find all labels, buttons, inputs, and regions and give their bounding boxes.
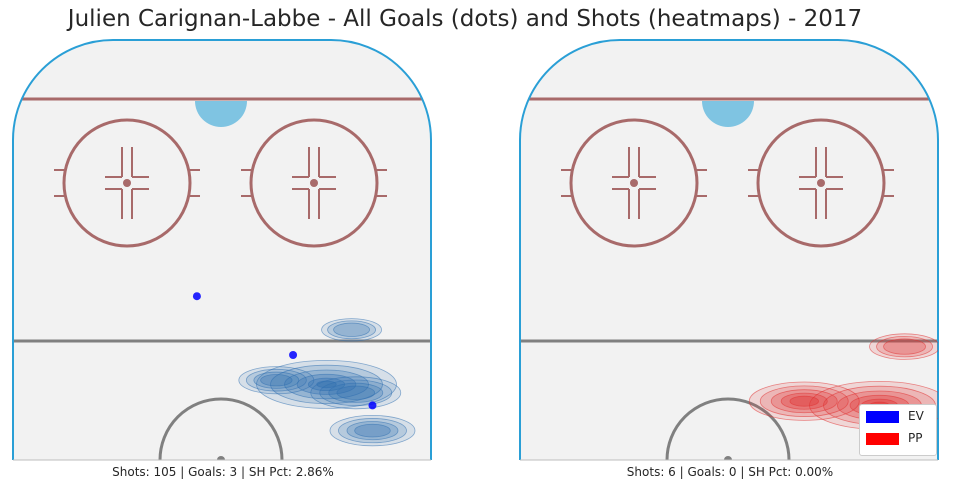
heat-contour [260, 374, 293, 387]
left-panel-caption: Shots: 105 | Goals: 3 | SH Pct: 2.86% [112, 465, 334, 479]
goal-dot [192, 292, 201, 301]
boards [519, 39, 939, 460]
faceoff-dot [630, 179, 638, 187]
faceoff-dot [310, 179, 318, 187]
right-rink-panel [519, 39, 939, 461]
legend-label-ev: EV [908, 409, 924, 423]
shot-heat-blob [869, 333, 938, 360]
heat-contour [327, 320, 376, 340]
heat-contour [869, 333, 938, 360]
center-circle [665, 397, 791, 460]
goal-crease [195, 101, 247, 127]
rink-markings [520, 97, 938, 460]
shot-heat-blob [329, 414, 416, 447]
center-dot [724, 456, 732, 460]
faceoff-ring [249, 118, 379, 248]
goal-dot [368, 401, 377, 410]
heat-contour [883, 338, 926, 355]
shot-heat-blob [310, 376, 402, 410]
right-panel-caption: Shots: 6 | Goals: 0 | SH Pct: 0.00% [626, 465, 834, 479]
faceoff-dot [123, 179, 131, 187]
heat-contour [238, 366, 315, 395]
heat-contour [245, 368, 307, 392]
heat-contour [354, 423, 391, 438]
legend-swatch-pp [866, 433, 899, 445]
faceoff-dot [817, 179, 825, 187]
goal-dot [289, 351, 298, 359]
legend: EV PP [859, 404, 937, 456]
faceoff-circle [241, 118, 387, 248]
center-circle [158, 397, 284, 460]
shot-heat-blob [321, 318, 382, 342]
heat-contour [336, 385, 376, 400]
heat-contour [789, 395, 819, 407]
chart-title: Julien Carignan-Labbe - All Goals (dots)… [67, 6, 863, 32]
goal-crease [702, 101, 754, 127]
heat-contour [333, 322, 370, 337]
faceoff-circle [54, 118, 200, 248]
rink-markings [13, 97, 431, 460]
ice-surface [13, 40, 431, 460]
ice-surface [520, 40, 938, 460]
heat-contour [876, 335, 933, 358]
heat-contour [338, 418, 407, 444]
heat-contour [759, 385, 849, 417]
faceoff-circle [561, 118, 707, 248]
heat-contour [321, 318, 382, 342]
legend-swatch-ev [866, 411, 899, 423]
shot-heatmap-ev [238, 318, 416, 447]
center-dot [217, 456, 225, 460]
heat-contour [329, 414, 416, 447]
heat-contour [748, 381, 860, 421]
faceoff-ring [62, 118, 192, 248]
shot-heat-blob [748, 381, 860, 421]
legend-label-pp: PP [908, 431, 923, 445]
faceoff-ring [756, 118, 886, 248]
faceoff-ring [569, 118, 699, 248]
heat-contour [319, 379, 393, 407]
heat-contour [310, 376, 402, 410]
faceoff-circle [748, 118, 894, 248]
shot-heat-blob [238, 366, 315, 395]
heat-contour [780, 392, 828, 410]
boards [12, 39, 432, 460]
left-rink-panel [12, 39, 432, 461]
